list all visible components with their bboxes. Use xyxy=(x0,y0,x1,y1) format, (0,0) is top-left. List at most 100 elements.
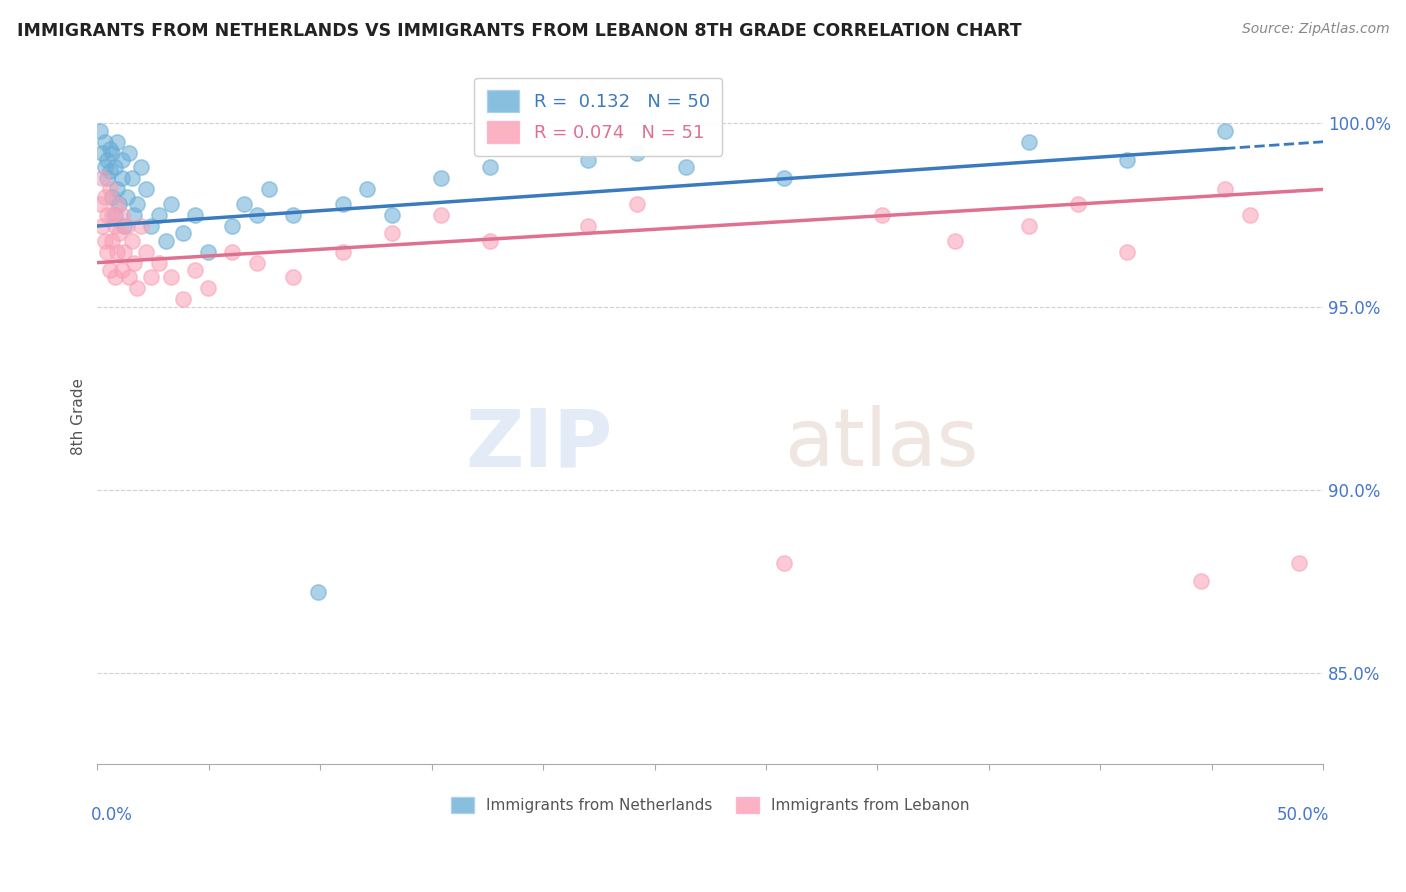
Point xyxy=(93,189,115,203)
Point xyxy=(246,208,269,222)
Point xyxy=(429,171,451,186)
Point xyxy=(870,208,893,222)
Text: atlas: atlas xyxy=(783,405,979,483)
Point xyxy=(1288,556,1310,570)
Point xyxy=(105,244,128,259)
Point xyxy=(96,153,118,167)
Point xyxy=(184,263,207,277)
Point xyxy=(675,161,697,175)
Point xyxy=(103,208,125,222)
Point xyxy=(98,164,121,178)
Point xyxy=(221,219,243,233)
Point xyxy=(115,219,138,233)
Point xyxy=(141,219,163,233)
Point xyxy=(141,270,163,285)
Point xyxy=(112,219,135,233)
Point xyxy=(1116,244,1139,259)
Point xyxy=(576,153,599,167)
Point xyxy=(108,227,131,241)
Legend: Immigrants from Netherlands, Immigrants from Lebanon: Immigrants from Netherlands, Immigrants … xyxy=(446,791,976,819)
Point xyxy=(96,208,118,222)
Point xyxy=(96,171,118,186)
Point xyxy=(91,219,114,233)
Point xyxy=(197,244,219,259)
Point xyxy=(108,197,131,211)
Point xyxy=(283,208,305,222)
Point xyxy=(148,208,170,222)
Y-axis label: 8th Grade: 8th Grade xyxy=(72,378,86,455)
Point xyxy=(1213,182,1236,196)
Point xyxy=(131,161,153,175)
Point xyxy=(98,142,121,156)
Point xyxy=(945,234,967,248)
Point xyxy=(125,281,148,295)
Text: Source: ZipAtlas.com: Source: ZipAtlas.com xyxy=(1241,22,1389,37)
Point xyxy=(96,244,118,259)
Point xyxy=(1018,135,1040,149)
Point xyxy=(772,556,794,570)
Point xyxy=(118,145,141,160)
Point xyxy=(1116,153,1139,167)
Point xyxy=(122,208,145,222)
Point xyxy=(131,219,153,233)
Point xyxy=(160,197,183,211)
Point xyxy=(155,234,177,248)
Point xyxy=(257,182,280,196)
Point xyxy=(121,171,143,186)
Point xyxy=(91,145,114,160)
Point xyxy=(429,208,451,222)
Point xyxy=(1213,124,1236,138)
Point xyxy=(103,270,125,285)
Point xyxy=(626,197,648,211)
Point xyxy=(380,208,402,222)
Point xyxy=(93,135,115,149)
Point xyxy=(172,227,194,241)
Point xyxy=(356,182,378,196)
Point xyxy=(118,270,141,285)
Point xyxy=(89,124,111,138)
Point xyxy=(111,171,134,186)
Point xyxy=(103,219,125,233)
Point xyxy=(160,270,183,285)
Text: 50.0%: 50.0% xyxy=(1277,806,1329,824)
Point xyxy=(184,208,207,222)
Point xyxy=(112,244,135,259)
Point xyxy=(380,227,402,241)
Point xyxy=(135,244,157,259)
Point xyxy=(1189,574,1212,589)
Point xyxy=(1018,219,1040,233)
Point xyxy=(98,263,121,277)
Point xyxy=(283,270,305,285)
Point xyxy=(122,255,145,269)
Point xyxy=(111,153,134,167)
Point xyxy=(105,135,128,149)
Point xyxy=(105,182,128,196)
Point xyxy=(91,171,114,186)
Point xyxy=(101,145,124,160)
Point xyxy=(125,197,148,211)
Point xyxy=(101,234,124,248)
Point xyxy=(111,263,134,277)
Point xyxy=(98,182,121,196)
Point xyxy=(233,197,256,211)
Point xyxy=(101,208,124,222)
Point xyxy=(89,197,111,211)
Point xyxy=(197,281,219,295)
Point xyxy=(105,197,128,211)
Point xyxy=(221,244,243,259)
Point xyxy=(478,161,501,175)
Point xyxy=(148,255,170,269)
Point xyxy=(246,255,269,269)
Point xyxy=(135,182,157,196)
Point xyxy=(101,189,124,203)
Point xyxy=(332,197,354,211)
Text: 0.0%: 0.0% xyxy=(91,806,134,824)
Point xyxy=(576,219,599,233)
Point xyxy=(93,234,115,248)
Point xyxy=(1067,197,1090,211)
Text: ZIP: ZIP xyxy=(465,405,612,483)
Point xyxy=(332,244,354,259)
Point xyxy=(172,292,194,306)
Point xyxy=(121,234,143,248)
Point xyxy=(115,189,138,203)
